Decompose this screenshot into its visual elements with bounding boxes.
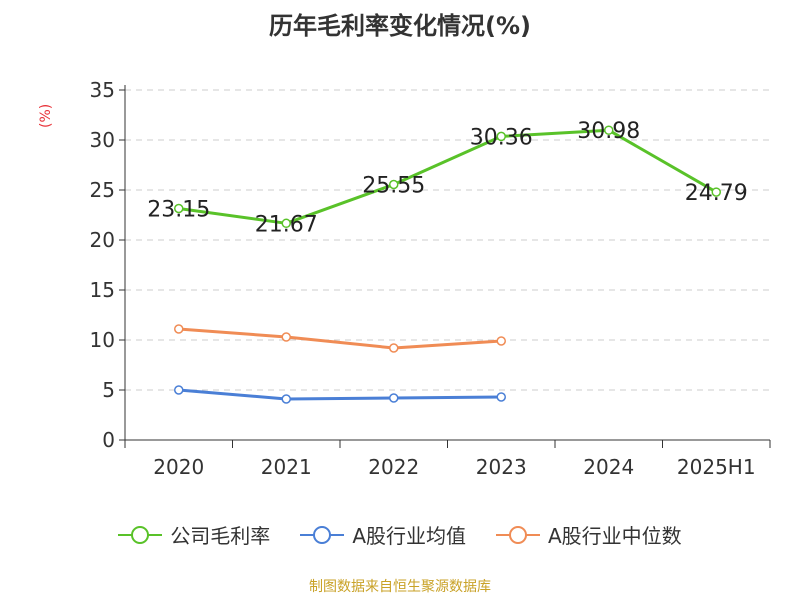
chart-title: 历年毛利率变化情况(%) <box>269 12 531 40</box>
data-label: 30.98 <box>577 119 640 144</box>
y-tick-label: 10 <box>90 328 115 352</box>
data-point <box>389 179 399 190</box>
legend-label: A股行业均值 <box>352 524 466 548</box>
data-point <box>389 393 399 403</box>
data-label: 25.55 <box>362 174 425 199</box>
data-point <box>174 385 184 395</box>
data-point <box>711 187 721 197</box>
legend-item[interactable]: 公司毛利率 <box>118 520 270 549</box>
data-point <box>174 324 184 334</box>
data-point <box>281 394 291 404</box>
legend-marker-icon <box>496 525 540 544</box>
x-tick-label: 2021 <box>261 455 312 479</box>
data-label: 21.67 <box>255 212 318 237</box>
data-point <box>496 131 506 142</box>
y-tick-label: 30 <box>90 128 115 152</box>
y-tick-label: 25 <box>90 178 115 202</box>
data-label: 24.79 <box>685 181 748 206</box>
legend-label: 公司毛利率 <box>170 524 271 548</box>
legend-marker-icon <box>118 525 163 544</box>
data-point <box>389 343 399 353</box>
legend-item[interactable]: A股行业中位数 <box>496 520 682 549</box>
legend: 公司毛利率 A股行业均值 A股行业中位数 <box>0 520 800 549</box>
x-tick-label: 2025H1 <box>677 455 756 479</box>
y-tick-label: 35 <box>90 78 115 102</box>
series-line-1 <box>178 388 502 401</box>
legend-item[interactable]: A股行业均值 <box>300 520 466 549</box>
y-tick-label: 20 <box>90 228 115 252</box>
data-point <box>496 336 506 346</box>
legend-label: A股行业中位数 <box>548 524 682 548</box>
x-tick-label: 2024 <box>583 455 634 479</box>
data-point <box>281 218 291 229</box>
y-tick-label: 15 <box>90 278 115 302</box>
data-label: 30.36 <box>470 125 533 150</box>
data-point <box>174 203 184 214</box>
series-line-0 <box>178 128 717 225</box>
y-tick-label: 5 <box>102 378 115 402</box>
data-label: 23.15 <box>147 198 210 223</box>
data-point <box>281 332 291 342</box>
x-tick-label: 2023 <box>476 455 527 479</box>
x-tick-label: 2022 <box>368 455 419 479</box>
series-line-2 <box>178 327 502 350</box>
y-tick-label: 0 <box>102 428 115 452</box>
data-point <box>604 125 614 135</box>
data-point <box>496 392 506 402</box>
legend-marker-icon <box>300 525 345 544</box>
data-source-note: 制图数据来自恒生聚源数据库 <box>309 579 491 595</box>
x-tick-label: 2020 <box>153 455 204 479</box>
